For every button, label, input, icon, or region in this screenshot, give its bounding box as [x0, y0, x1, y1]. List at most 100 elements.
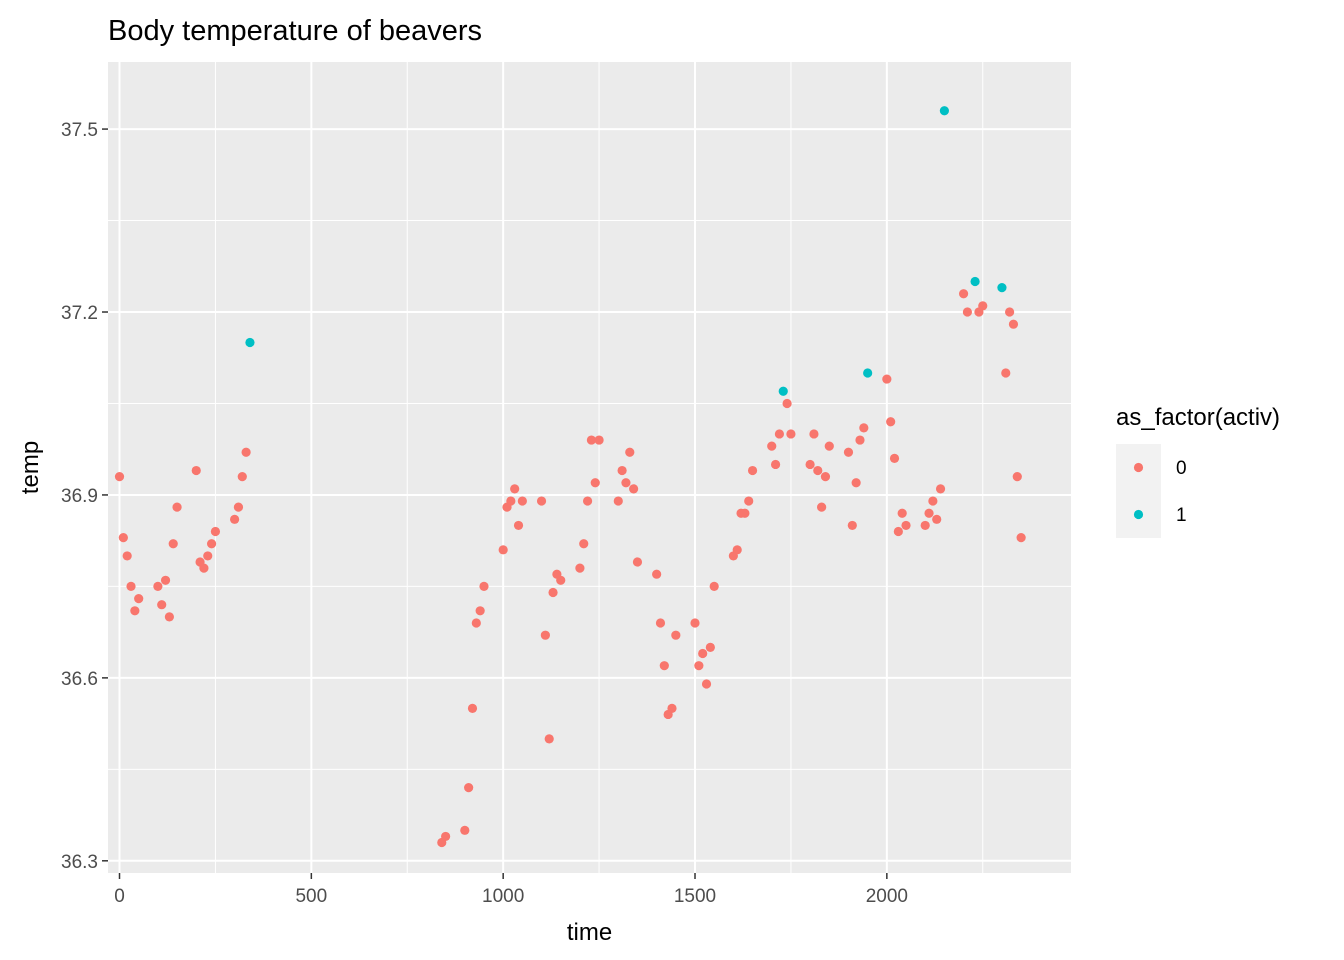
data-point [632, 557, 643, 567]
x-axis-title: time [567, 919, 612, 946]
data-point [590, 478, 600, 488]
data-point [506, 496, 516, 506]
data-point [886, 417, 896, 427]
data-point [172, 502, 182, 512]
x-tick-label: 1500 [674, 886, 716, 907]
data-point [510, 484, 520, 494]
data-point [1008, 319, 1019, 329]
legend-label: 0 [1176, 458, 1187, 479]
data-point [579, 539, 589, 549]
data-point [1005, 307, 1015, 317]
data-point [464, 783, 474, 793]
data-point [467, 703, 478, 713]
data-point [809, 429, 819, 439]
data-point [732, 545, 742, 555]
data-point [847, 520, 857, 531]
y-tick-label: 37.5 [61, 120, 98, 141]
data-point [586, 435, 597, 445]
y-tick-label: 36.9 [61, 486, 98, 507]
data-point [667, 703, 677, 713]
data-point [126, 581, 136, 592]
data-point [671, 630, 681, 640]
data-point [210, 526, 221, 537]
data-point [1016, 533, 1026, 543]
data-point [824, 441, 834, 451]
data-point [820, 472, 831, 482]
legend-label: 1 [1176, 505, 1187, 526]
data-point [513, 520, 524, 531]
data-point [164, 612, 174, 622]
data-point [817, 502, 827, 512]
chart-title: Body temperature of beavers [108, 15, 482, 47]
data-point [613, 496, 623, 506]
data-point [767, 441, 777, 451]
data-point [1001, 368, 1011, 378]
data-point [233, 502, 244, 512]
data-point [230, 514, 240, 524]
data-point [851, 478, 861, 488]
data-point [855, 435, 865, 445]
legend: as_factor(activ) 01 [1116, 404, 1280, 538]
data-point [843, 447, 854, 457]
data-point [237, 472, 247, 482]
y-tick-label: 36.6 [61, 669, 98, 690]
data-point [621, 478, 631, 488]
data-point [770, 459, 781, 470]
data-point [199, 563, 209, 573]
plot-panel [108, 62, 1071, 873]
data-point [157, 600, 167, 610]
data-point [544, 734, 554, 744]
data-point [897, 508, 907, 518]
data-point [705, 642, 715, 652]
data-point [747, 465, 758, 476]
data-point [629, 484, 639, 494]
data-point [978, 301, 988, 311]
data-point [460, 825, 470, 835]
data-points [114, 106, 1026, 848]
data-point [970, 276, 980, 287]
y-axis: 36.3 36.6 36.9 37.2 37.5 [61, 120, 108, 873]
data-point [130, 606, 140, 616]
data-point [134, 594, 144, 604]
data-point [471, 618, 481, 628]
data-point [594, 435, 604, 445]
data-point [245, 337, 255, 348]
data-point [517, 496, 527, 506]
data-point [962, 307, 973, 317]
x-tick-label: 500 [295, 886, 327, 907]
x-tick-label: 1000 [482, 886, 524, 907]
data-point [694, 661, 704, 671]
data-point [206, 539, 217, 549]
data-point [786, 429, 796, 439]
data-point [153, 581, 163, 592]
data-point [701, 679, 712, 689]
data-point [901, 520, 911, 531]
data-point [863, 368, 873, 378]
data-point [997, 283, 1007, 293]
data-point [114, 472, 125, 482]
data-point [160, 575, 171, 585]
data-point [889, 453, 900, 463]
series-1 [245, 106, 1007, 396]
data-point [740, 508, 750, 518]
data-point [118, 533, 128, 543]
data-point [882, 374, 892, 384]
data-point [920, 520, 930, 531]
data-point [122, 551, 132, 561]
legend-key-point [1133, 509, 1144, 520]
data-point [498, 545, 508, 555]
data-point [540, 630, 550, 640]
minor-gridlines [108, 62, 1071, 873]
data-point [924, 508, 934, 518]
data-point [655, 618, 666, 628]
data-point [575, 563, 585, 573]
data-point [778, 386, 788, 396]
x-tick-label: 0 [114, 886, 125, 907]
data-point [556, 575, 566, 585]
data-point [617, 465, 627, 476]
legend-key-point [1133, 462, 1144, 473]
data-point [928, 496, 938, 506]
major-gridlines [108, 62, 1071, 873]
x-axis: 0 500 1000 1500 2000 [114, 873, 908, 907]
